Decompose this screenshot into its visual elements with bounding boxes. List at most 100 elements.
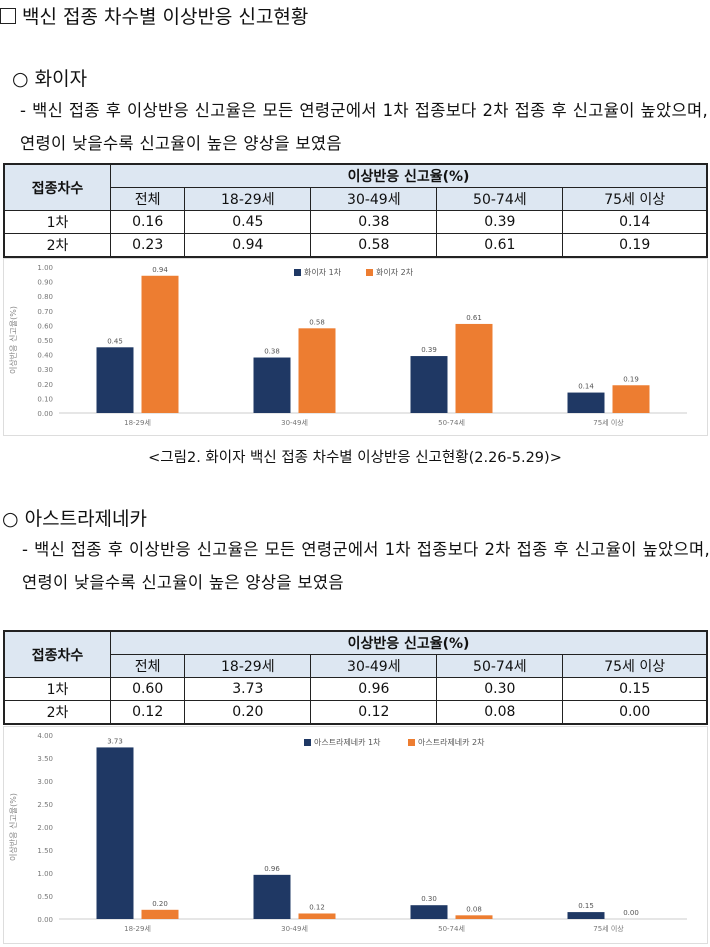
az-chart-frame: 0.00 0.50 1.00 1.50 2.00 2.50 3.00 3.50 4.00 이상반응…	[3, 726, 708, 944]
bar	[455, 323, 493, 413]
data-label: 0.20	[152, 900, 168, 908]
y-tick-label: 0.70	[37, 308, 53, 316]
legend-swatch	[304, 739, 311, 746]
data-label: 0.30	[421, 895, 437, 903]
row-header-cell: 접종차수	[3, 163, 111, 211]
x-tick-label: 75세 이상	[593, 924, 624, 933]
legend-label: 화이자 2차	[376, 267, 414, 277]
y-tick-label: 0.80	[37, 293, 53, 301]
legend-swatch	[366, 269, 373, 276]
column-header: 전체	[109, 654, 186, 678]
group-header-cell: 이상반응 신고율(%)	[110, 630, 708, 655]
y-tick-label: 1.00	[37, 264, 53, 272]
bar	[253, 357, 291, 413]
y-tick-label: 2.00	[37, 824, 53, 832]
row-header-cell: 접종차수	[3, 630, 111, 678]
column-header: 18-29세	[184, 187, 312, 211]
data-label: 0.39	[421, 346, 437, 354]
legend-label: 아스트라제네카 2차	[418, 737, 485, 747]
pfizer-chart-frame: 0.00 0.10 0.20 0.30 0.40 0.50 0.60 0.70 0.80 0.90…	[3, 258, 708, 436]
x-tick-label: 30-49세	[281, 418, 308, 427]
bar	[410, 356, 448, 413]
bar	[298, 913, 336, 919]
data-label: 0.19	[623, 375, 639, 383]
x-tick-label: 50-74세	[438, 418, 465, 427]
az-chart: 0.00 0.50 1.00 1.50 2.00 2.50 3.00 3.50 4.00 이상반응…	[8, 732, 687, 933]
legend-swatch	[294, 269, 301, 276]
bar	[96, 747, 134, 919]
y-tick-label: 0.60	[37, 322, 53, 330]
data-label: 0.61	[466, 314, 482, 322]
data-label: 0.94	[152, 266, 168, 274]
y-tick-label: 4.00	[37, 732, 53, 740]
y-axis-label: 이상반응 신고율(%)	[8, 793, 18, 861]
data-label: 3.73	[107, 737, 123, 745]
bar	[141, 275, 179, 413]
x-tick-label: 30-49세	[281, 924, 308, 933]
legend-swatch	[408, 739, 415, 746]
x-tick-label: 18-29세	[124, 418, 151, 427]
table-row: 2차 0.23 0.94 0.58 0.61 0.19	[3, 233, 708, 258]
data-label: 0.00	[623, 909, 639, 917]
az-section-title: ○ 아스트라제네카	[2, 508, 147, 530]
pfizer-chart: 0.00 0.10 0.20 0.30 0.40 0.50 0.60 0.70 0.80 0.90…	[8, 264, 687, 427]
pfizer-table: 접종차수 이상반응 신고율(%) 전체 18-29세 30-49세 50-74세…	[3, 163, 708, 258]
column-header: 30-49세	[310, 187, 438, 211]
y-tick-label: 0.50	[37, 337, 53, 345]
data-label: 0.58	[309, 318, 325, 326]
bar	[567, 912, 605, 919]
y-tick-label: 3.00	[37, 778, 53, 786]
column-header: 50-74세	[436, 654, 564, 678]
circle-bullet-icon: ○	[2, 508, 25, 530]
column-header: 75세 이상	[562, 654, 708, 678]
bar	[253, 874, 291, 919]
y-tick-label: 0.50	[37, 893, 53, 901]
column-header: 전체	[109, 187, 186, 211]
dash-bullet-icon: -	[20, 101, 33, 120]
x-tick-label: 50-74세	[438, 924, 465, 933]
y-tick-label: 0.10	[37, 395, 53, 403]
bar	[141, 909, 179, 919]
y-tick-label: 0.40	[37, 352, 53, 360]
data-label: 0.12	[309, 903, 325, 911]
column-header: 30-49세	[310, 654, 438, 678]
bar	[455, 915, 493, 919]
column-header: 18-29세	[184, 654, 312, 678]
data-label: 0.14	[578, 383, 594, 391]
table-row: 2차 0.12 0.20 0.12 0.08 0.00	[3, 700, 708, 725]
az-bullet: - 백신 접종 후 이상반응 신고율은 모든 연령군에서 1차 접종보다 2차 …	[22, 540, 710, 592]
circle-bullet-icon: ○	[12, 68, 35, 90]
pfizer-section-title: ○ 화이자	[12, 68, 88, 90]
data-label: 0.45	[107, 337, 123, 345]
y-tick-label: 0.90	[37, 279, 53, 287]
data-label: 0.08	[466, 905, 482, 913]
legend-label: 화이자 1차	[304, 267, 342, 277]
data-label: 0.96	[264, 865, 280, 873]
bar	[96, 347, 134, 413]
y-tick-label: 1.50	[37, 847, 53, 855]
bar	[410, 905, 448, 919]
column-header: 75세 이상	[562, 187, 708, 211]
y-tick-label: 3.50	[37, 755, 53, 763]
bar	[567, 392, 605, 413]
y-axis-label: 이상반응 신고율(%)	[8, 306, 18, 374]
data-label: 0.38	[264, 348, 280, 356]
data-label: 0.15	[578, 902, 594, 910]
column-header: 50-74세	[436, 187, 564, 211]
heading-text: 백신 접종 차수별 이상반응 신고현황	[22, 6, 309, 28]
az-table: 접종차수 이상반응 신고율(%) 전체 18-29세 30-49세 50-74세…	[3, 630, 708, 725]
x-tick-label: 18-29세	[124, 924, 151, 933]
y-tick-label: 0.00	[37, 410, 53, 418]
x-tick-label: 75세 이상	[593, 418, 624, 427]
y-tick-label: 0.20	[37, 381, 53, 389]
y-tick-label: 2.50	[37, 801, 53, 809]
legend-label: 아스트라제네카 1차	[314, 737, 381, 747]
page-heading: 백신 접종 차수별 이상반응 신고현황	[0, 2, 308, 29]
table-row: 1차 0.16 0.45 0.38 0.39 0.14	[3, 210, 708, 234]
group-header-cell: 이상반응 신고율(%)	[110, 163, 708, 188]
bar	[298, 328, 336, 413]
y-tick-label: 1.00	[37, 870, 53, 878]
table-row: 1차 0.60 3.73 0.96 0.30 0.15	[3, 677, 708, 701]
bar	[612, 385, 650, 413]
pfizer-chart-caption: <그림2. 화이자 백신 접종 차수별 이상반응 신고현황(2.26-5.29)…	[148, 450, 562, 466]
